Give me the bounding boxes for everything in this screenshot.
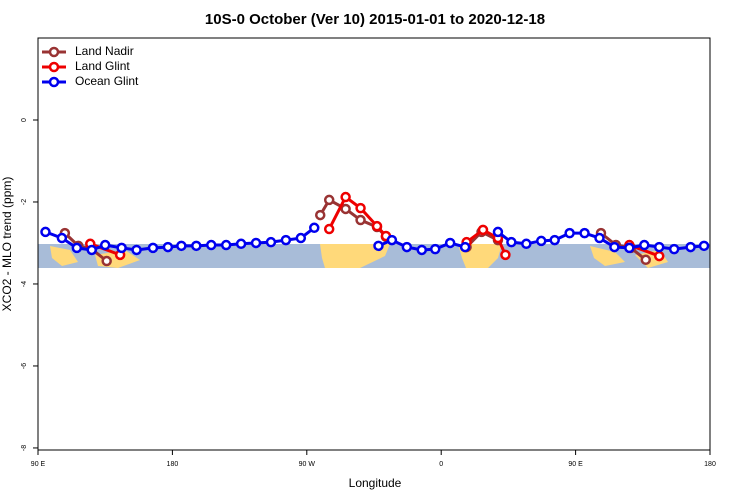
x-tick-label: 0: [439, 461, 443, 468]
point: [625, 244, 633, 252]
legend-marker: [50, 78, 58, 86]
point: [297, 234, 305, 242]
point: [310, 224, 318, 232]
x-axis-label: Longitude: [349, 476, 402, 490]
point: [461, 243, 469, 251]
point: [374, 242, 382, 250]
point: [446, 239, 454, 247]
point: [73, 244, 81, 252]
point: [388, 236, 396, 244]
point: [551, 236, 559, 244]
point: [507, 238, 515, 246]
point: [316, 211, 324, 219]
point: [177, 242, 185, 250]
point: [342, 205, 350, 213]
point: [687, 243, 695, 251]
y-axis-label: XCO2 - MLO trend (ppm): [0, 177, 14, 312]
point: [252, 239, 260, 247]
point: [655, 252, 663, 260]
point: [642, 256, 650, 264]
point: [41, 228, 49, 236]
y-tick-label: -2: [21, 199, 28, 205]
y-tick-label: 0: [21, 118, 28, 122]
point: [610, 243, 618, 251]
point: [164, 243, 172, 251]
point: [431, 245, 439, 253]
point: [581, 229, 589, 237]
x-tick-label: 180: [704, 461, 716, 468]
legend-label: Land Glint: [75, 59, 130, 73]
point: [357, 216, 365, 224]
y-tick-label: -4: [21, 281, 28, 287]
legend-label: Land Nadir: [75, 44, 134, 58]
point: [192, 242, 200, 250]
point: [282, 236, 290, 244]
point: [207, 241, 215, 249]
point: [149, 244, 157, 252]
point: [103, 257, 111, 265]
point: [325, 196, 333, 204]
point: [655, 243, 663, 251]
point: [670, 245, 678, 253]
point: [325, 225, 333, 233]
legend-label: Ocean Glint: [75, 74, 139, 88]
chart: 10S-0 October (Ver 10) 2015-01-01 to 202…: [0, 0, 750, 500]
point: [237, 240, 245, 248]
point: [222, 241, 230, 249]
legend-marker: [50, 63, 58, 71]
point: [595, 234, 603, 242]
point: [566, 229, 574, 237]
x-tick-label: 90 E: [31, 461, 46, 468]
point: [88, 246, 96, 254]
point: [58, 234, 66, 242]
point: [342, 193, 350, 201]
point: [357, 204, 365, 212]
point: [700, 242, 708, 250]
point: [403, 243, 411, 251]
x-tick-label: 180: [167, 461, 179, 468]
point: [522, 240, 530, 248]
x-tick-label: 90 W: [299, 461, 316, 468]
point: [118, 244, 126, 252]
point: [373, 222, 381, 230]
x-tick-label: 90 E: [568, 461, 583, 468]
point: [418, 246, 426, 254]
point: [101, 241, 109, 249]
point: [267, 238, 275, 246]
y-tick-label: -8: [21, 445, 28, 451]
legend-marker: [50, 48, 58, 56]
point: [537, 237, 545, 245]
point: [494, 228, 502, 236]
y-tick-label: -6: [21, 363, 28, 369]
chart-title: 10S-0 October (Ver 10) 2015-01-01 to 202…: [205, 11, 545, 28]
point: [501, 251, 509, 259]
point: [640, 241, 648, 249]
point: [479, 226, 487, 234]
point: [133, 246, 141, 254]
